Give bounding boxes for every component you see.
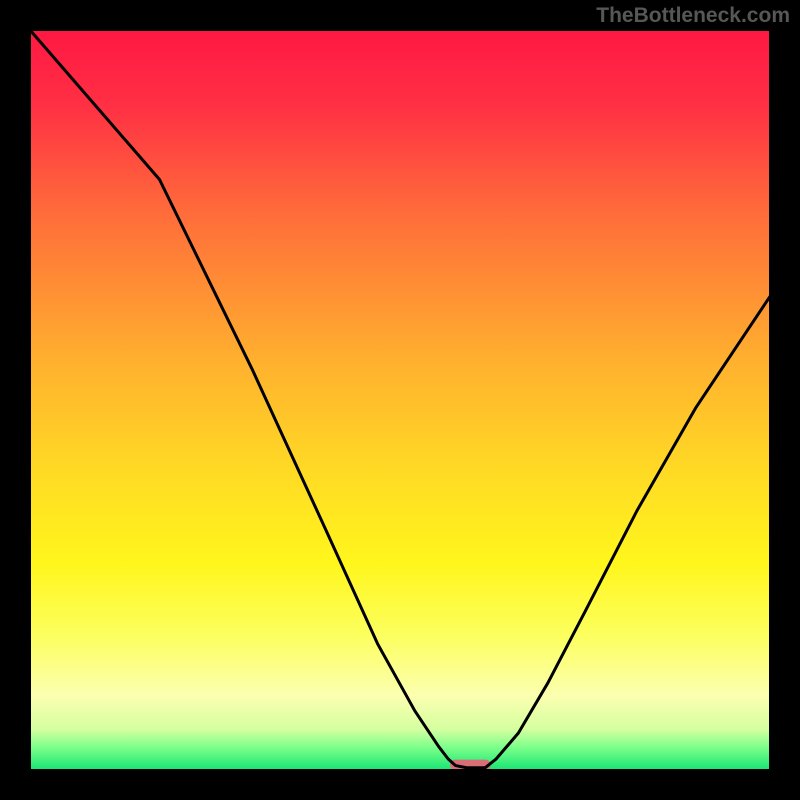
chart-container: { "chart": { "type": "line", "width": 80… [0, 0, 800, 800]
watermark-text: TheBottleneck.com [596, 4, 790, 28]
plot-background [30, 30, 770, 770]
bottleneck-chart [0, 0, 800, 800]
